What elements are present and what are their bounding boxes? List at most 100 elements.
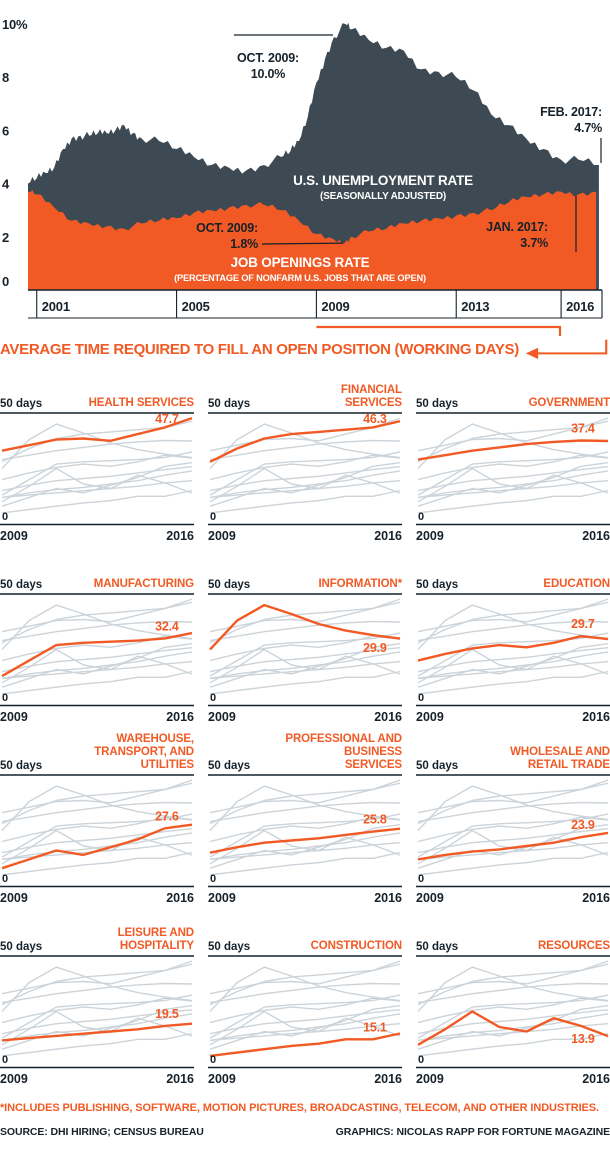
x-end-label: 2016 [582, 529, 610, 543]
y-max-label: 50 days [0, 941, 43, 953]
svg-text:46.3: 46.3 [363, 412, 387, 426]
svg-text:3.7%: 3.7% [520, 236, 548, 250]
svg-text:0: 0 [418, 692, 424, 704]
section-subtitle-row: AVERAGE TIME REQUIRED TO FILL AN OPEN PO… [0, 338, 610, 364]
svg-text:2001: 2001 [42, 299, 70, 314]
panel-health-services: 50 days HEALTH SERVICES 0 47.7 2009 2016 [0, 376, 194, 543]
svg-text:0: 0 [210, 1054, 216, 1066]
svg-text:JOB OPENINGS RATE: JOB OPENINGS RATE [231, 255, 370, 270]
svg-text:(SEASONALLY ADJUSTED): (SEASONALLY ADJUSTED) [320, 191, 446, 202]
svg-text:0: 0 [210, 873, 216, 885]
industry-label: RESOURCES [538, 940, 610, 953]
x-start-label: 2009 [416, 1072, 444, 1086]
x-end-label: 2016 [166, 1072, 194, 1086]
industry-label: WHOLESALE AND RETAIL TRADE [510, 746, 610, 772]
svg-text:OCT. 2009:: OCT. 2009: [196, 221, 258, 235]
industry-label: WAREHOUSE, TRANSPORT, AND UTILITIES [94, 733, 194, 772]
panel-information: 50 days INFORMATION* 0 29.9 2009 2016 [208, 557, 402, 724]
mini-chart: 029.7 [416, 593, 610, 707]
panel-financial-services: 50 days FINANCIAL SERVICES 0 46.3 2009 2016 [208, 376, 402, 543]
x-start-label: 2009 [416, 710, 444, 724]
job-openings-area [28, 190, 597, 290]
svg-text:0: 0 [2, 873, 8, 885]
x-end-label: 2016 [374, 529, 402, 543]
mini-chart: 027.6 [0, 774, 194, 888]
svg-text:13.9: 13.9 [571, 1032, 595, 1046]
svg-text:JAN. 2017:: JAN. 2017: [486, 220, 548, 234]
footnote: *INCLUDES PUBLISHING, SOFTWARE, MOTION P… [0, 1102, 599, 1114]
industry-label: CONSTRUCTION [310, 940, 403, 953]
y-max-label: 50 days [416, 398, 459, 410]
x-end-label: 2016 [166, 710, 194, 724]
panel-education: 50 days EDUCATION 0 29.7 2009 2016 [416, 557, 610, 724]
x-end-label: 2016 [374, 710, 402, 724]
panel-warehouse-transport-and-utilities: 50 days WAREHOUSE, TRANSPORT, AND UTILITI… [0, 733, 194, 905]
svg-text:0: 0 [2, 692, 8, 704]
svg-text:32.4: 32.4 [155, 619, 179, 633]
svg-text:25.8: 25.8 [363, 813, 387, 827]
x-end-label: 2016 [166, 891, 194, 905]
svg-text:4: 4 [2, 177, 10, 192]
svg-text:0: 0 [418, 1054, 424, 1066]
industry-label: MANUFACTURING [93, 578, 194, 591]
panel-professional-and-business-services: 50 days PROFESSIONAL AND BUSINESS SERVICE… [208, 733, 402, 905]
mini-chart: 025.8 [208, 774, 402, 888]
y-max-label: 50 days [416, 760, 459, 772]
bracket-line [316, 325, 562, 336]
credit-label: GRAPHICS: NICOLAS RAPP FOR FORTUNE MAGAZ… [335, 1126, 610, 1138]
svg-text:15.1: 15.1 [363, 1020, 387, 1034]
industry-label: INFORMATION* [318, 578, 402, 591]
y-max-label: 50 days [416, 579, 459, 591]
industry-label: GOVERNMENT [528, 397, 610, 410]
mini-chart: 015.1 [208, 955, 402, 1069]
svg-text:37.4: 37.4 [571, 422, 595, 436]
x-start-label: 2009 [416, 529, 444, 543]
y-max-label: 50 days [208, 579, 251, 591]
svg-text:2009: 2009 [321, 299, 349, 314]
main-chart: 10% 8 6 4 2 0 U.S. UNEMPLOYMENT RATE (SEASONALL… [2, 17, 603, 336]
x-start-label: 2009 [0, 710, 28, 724]
x-start-label: 2009 [208, 891, 236, 905]
panel-manufacturing: 50 days MANUFACTURING 0 32.4 2009 2016 [0, 557, 194, 724]
svg-text:0: 0 [2, 511, 8, 523]
industry-label: PROFESSIONAL AND BUSINESS SERVICES [285, 733, 402, 772]
x-start-label: 2009 [208, 1072, 236, 1086]
svg-text:0: 0 [418, 873, 424, 885]
panels-grid: 50 days HEALTH SERVICES 0 47.7 2009 2016 50 da… [0, 376, 610, 1086]
svg-text:2005: 2005 [182, 299, 210, 314]
mini-chart: 037.4 [416, 412, 610, 526]
infographic: 10% 8 6 4 2 0 U.S. UNEMPLOYMENT RATE (SEASONALL… [0, 4, 610, 1138]
section-subtitle: AVERAGE TIME REQUIRED TO FILL AN OPEN PO… [0, 341, 519, 358]
industry-label: HEALTH SERVICES [88, 397, 195, 410]
x-start-label: 2009 [208, 710, 236, 724]
svg-text:U.S. UNEMPLOYMENT RATE: U.S. UNEMPLOYMENT RATE [293, 173, 473, 188]
svg-text:0: 0 [418, 511, 424, 523]
y-max-label: 50 days [0, 760, 43, 772]
svg-text:0: 0 [2, 1054, 8, 1066]
panel-government: 50 days GOVERNMENT 0 37.4 2009 2016 [416, 376, 610, 543]
industry-label: EDUCATION [543, 578, 610, 591]
industry-label: LEISURE AND HOSPITALITY [117, 927, 195, 953]
series-labels: U.S. UNEMPLOYMENT RATE (SEASONALLY ADJUST… [174, 173, 473, 283]
panel-wholesale-and-retail-trade: 50 days WHOLESALE AND RETAIL TRADE 0 23.9 20… [416, 738, 610, 905]
y-max-label: 50 days [208, 941, 251, 953]
svg-text:1.8%: 1.8% [230, 237, 258, 251]
svg-text:23.9: 23.9 [571, 818, 595, 832]
svg-text:0: 0 [210, 511, 216, 523]
x-end-label: 2016 [374, 891, 402, 905]
svg-text:0: 0 [210, 692, 216, 704]
y-max-label: 50 days [208, 398, 251, 410]
svg-text:FEB. 2017:: FEB. 2017: [540, 105, 602, 119]
mini-chart: 029.9 [208, 593, 402, 707]
svg-text:2: 2 [2, 230, 9, 245]
x-end-label: 2016 [582, 710, 610, 724]
x-axis: 2001 2005 2009 2013 2016 [28, 289, 603, 319]
svg-text:47.7: 47.7 [155, 412, 179, 426]
panel-resources: 50 days RESOURCES 0 13.9 2009 2016 [416, 919, 610, 1086]
x-start-label: 2009 [0, 529, 28, 543]
svg-text:OCT. 2009:: OCT. 2009: [237, 51, 299, 65]
y-max-label: 50 days [208, 760, 251, 772]
x-start-label: 2009 [0, 891, 28, 905]
svg-text:4.7%: 4.7% [574, 121, 602, 135]
x-start-label: 2009 [0, 1072, 28, 1086]
